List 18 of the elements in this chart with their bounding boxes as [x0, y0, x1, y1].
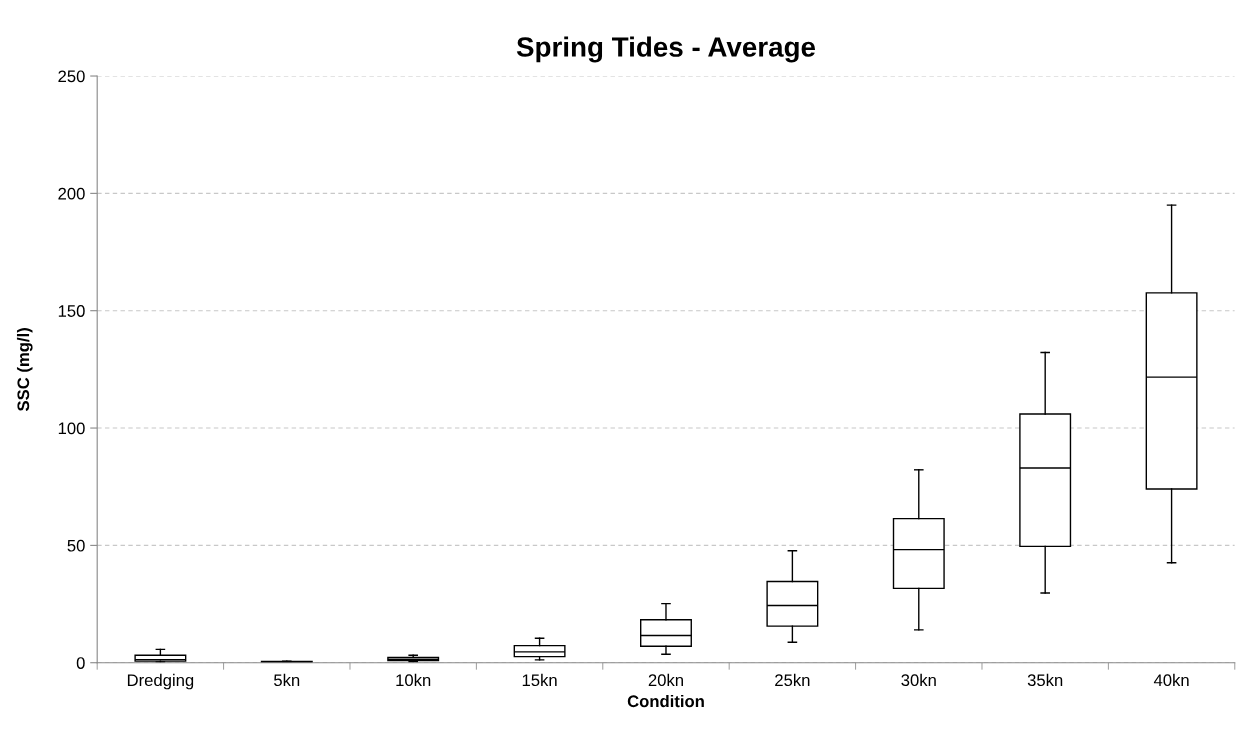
x-tick-label: 40kn	[1153, 673, 1189, 687]
y-tick-label: 200	[58, 187, 85, 200]
x-tick-label: 5kn	[274, 673, 300, 687]
x-tick-label: Dredging	[127, 673, 194, 690]
x-tick-label: 35kn	[1027, 673, 1063, 687]
chart-title: Spring Tides - Average	[516, 36, 816, 63]
y-tick-label: 50	[67, 539, 85, 552]
y-tick-label: 100	[58, 422, 85, 435]
y-tick-label: 150	[58, 305, 85, 317]
x-axis-title: Condition	[627, 694, 704, 708]
x-tick-label: 10kn	[396, 673, 431, 687]
x-tick-label: 15kn	[522, 673, 557, 687]
x-tick-label: 30kn	[901, 673, 936, 687]
y-tick-label: 250	[58, 70, 85, 83]
x-tick-label: 25kn	[775, 673, 810, 687]
x-tick-label: 20kn	[648, 673, 683, 687]
y-tick-label: 0	[76, 657, 85, 669]
y-axis-title: SSC (mg/l)	[16, 328, 33, 412]
